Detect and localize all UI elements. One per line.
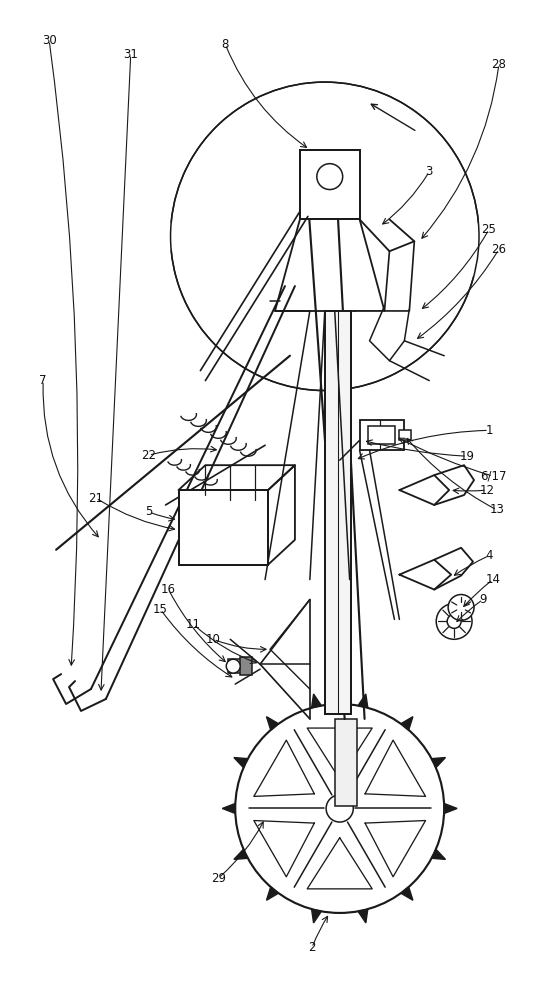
Bar bbox=[228, 659, 248, 673]
Circle shape bbox=[448, 595, 474, 620]
Text: 19: 19 bbox=[460, 450, 474, 463]
Polygon shape bbox=[358, 694, 368, 708]
Bar bbox=[367, 426, 395, 444]
Text: 13: 13 bbox=[489, 503, 505, 516]
Polygon shape bbox=[311, 909, 321, 923]
Text: 30: 30 bbox=[42, 34, 57, 47]
Text: 25: 25 bbox=[482, 223, 496, 236]
Text: 6/17: 6/17 bbox=[480, 470, 506, 483]
Text: 28: 28 bbox=[492, 58, 506, 71]
Circle shape bbox=[171, 82, 479, 391]
Bar bbox=[325, 311, 351, 714]
Text: 5: 5 bbox=[145, 505, 152, 518]
Bar bbox=[240, 657, 252, 675]
Circle shape bbox=[447, 614, 461, 628]
Polygon shape bbox=[401, 717, 413, 730]
Text: 9: 9 bbox=[479, 593, 487, 606]
Text: 3: 3 bbox=[426, 165, 433, 178]
Bar bbox=[399, 430, 412, 440]
Bar bbox=[360, 420, 404, 450]
Polygon shape bbox=[234, 758, 248, 768]
Polygon shape bbox=[444, 803, 457, 813]
Text: 14: 14 bbox=[486, 573, 501, 586]
Text: 11: 11 bbox=[186, 618, 201, 631]
Polygon shape bbox=[311, 694, 321, 708]
Text: 10: 10 bbox=[206, 633, 221, 646]
Polygon shape bbox=[222, 803, 235, 813]
Text: 21: 21 bbox=[88, 492, 104, 505]
Polygon shape bbox=[267, 887, 278, 900]
Polygon shape bbox=[267, 717, 278, 730]
Text: 16: 16 bbox=[161, 583, 176, 596]
Text: 31: 31 bbox=[123, 48, 138, 61]
Bar bbox=[335, 719, 357, 806]
Polygon shape bbox=[401, 887, 413, 900]
Circle shape bbox=[326, 795, 353, 822]
Text: 29: 29 bbox=[211, 872, 226, 885]
Circle shape bbox=[436, 603, 472, 639]
Text: 1: 1 bbox=[485, 424, 493, 437]
Polygon shape bbox=[358, 909, 368, 923]
Text: 26: 26 bbox=[492, 243, 506, 256]
Text: 12: 12 bbox=[479, 484, 494, 497]
Bar bbox=[300, 150, 360, 219]
Circle shape bbox=[235, 704, 444, 913]
Circle shape bbox=[226, 659, 240, 673]
Text: 2: 2 bbox=[308, 941, 316, 954]
Text: 4: 4 bbox=[485, 549, 493, 562]
Text: 15: 15 bbox=[153, 603, 168, 616]
Polygon shape bbox=[432, 849, 446, 859]
Circle shape bbox=[317, 164, 343, 190]
Bar bbox=[179, 490, 268, 565]
Text: 22: 22 bbox=[141, 449, 156, 462]
Text: 8: 8 bbox=[222, 38, 229, 51]
Polygon shape bbox=[234, 849, 248, 859]
Text: 7: 7 bbox=[39, 374, 47, 387]
Polygon shape bbox=[432, 758, 446, 768]
